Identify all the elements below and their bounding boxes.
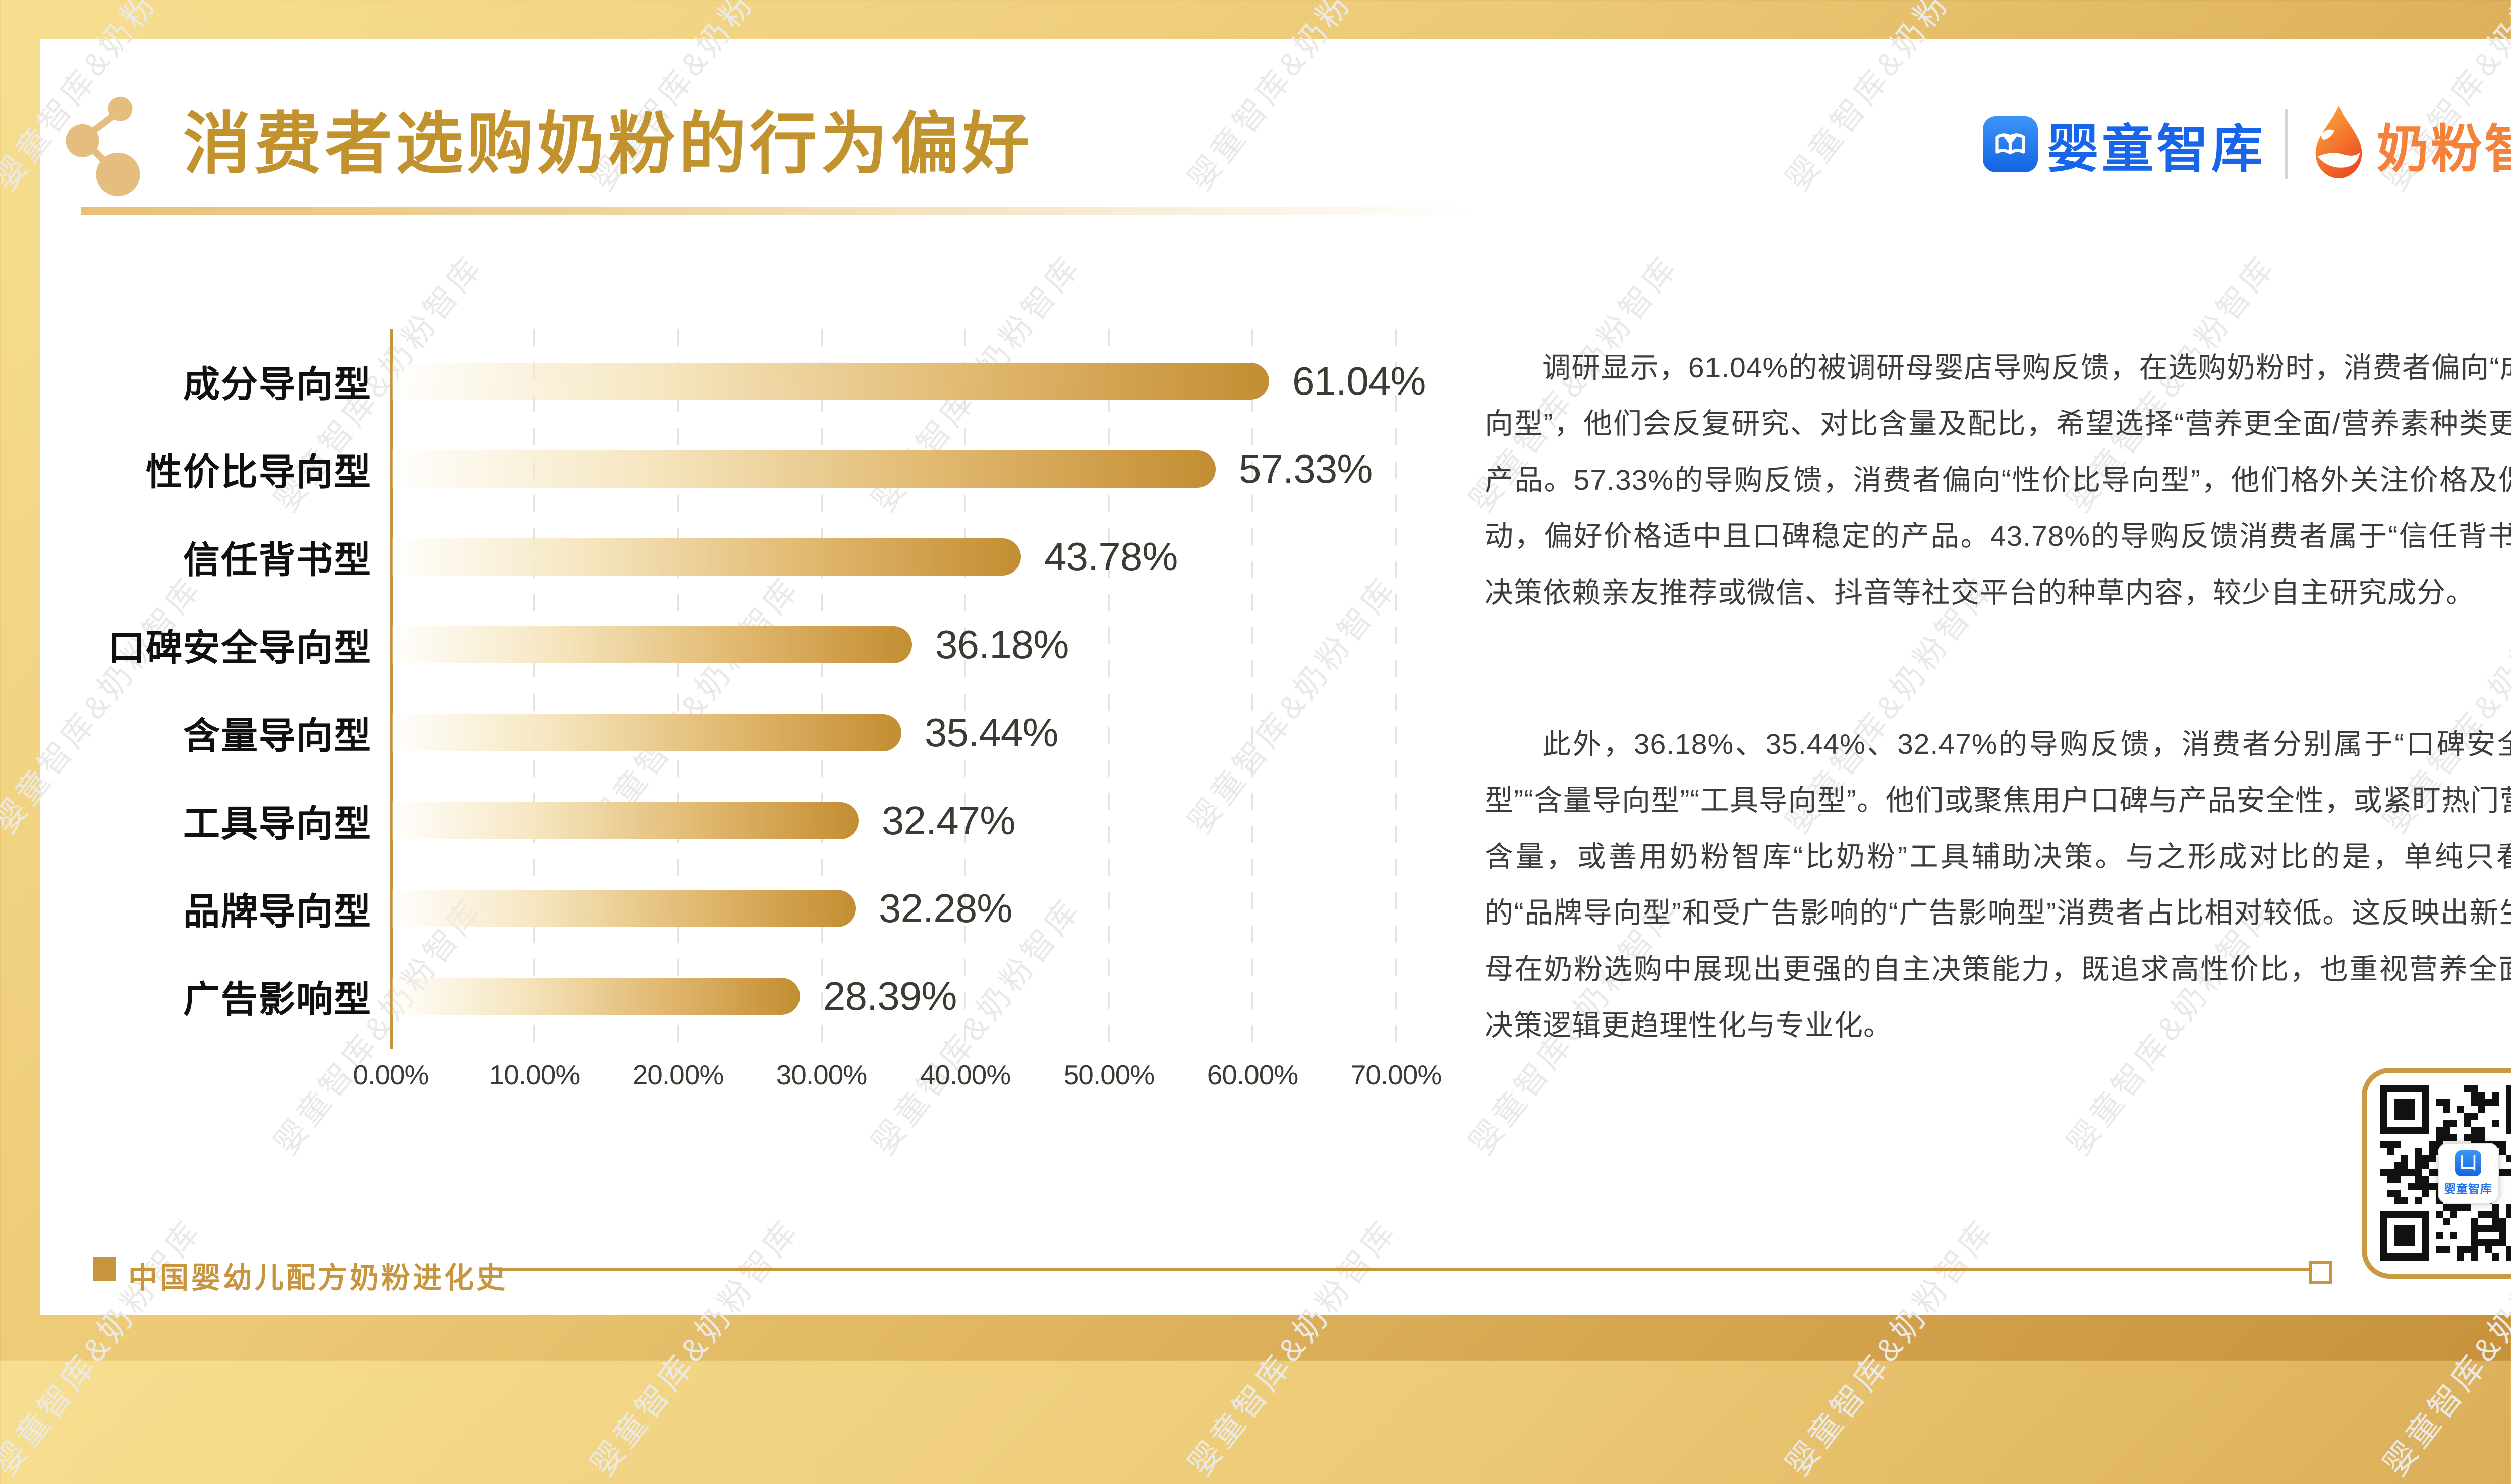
value-label: 43.78%	[1044, 534, 1178, 579]
value-label: 32.47%	[882, 798, 1015, 843]
naifen-zhiku-logo-text: 奶粉智库	[2377, 120, 2511, 178]
x-axis-tick-label: 40.00%	[920, 1059, 1011, 1090]
value-label: 28.39%	[823, 974, 957, 1018]
qr-code: 凵 婴童智库	[2362, 1068, 2511, 1279]
bar-口碑安全导向型	[392, 626, 912, 663]
analysis-text-block: 调研显示，61.04%的被调研母婴店导购反馈，在选购奶粉时，消费者偏向“成分导向…	[1485, 339, 2511, 1054]
value-label: 61.04%	[1292, 359, 1426, 403]
chart-gridline	[821, 329, 823, 1049]
yingtong-zhiku-logo-icon	[1983, 116, 2038, 172]
article-paragraph: 此外，36.18%、35.44%、32.47%的导购反馈，消费者分别属于“口碑安…	[1485, 728, 2511, 1042]
footer-rule-end-square	[2309, 1261, 2332, 1284]
page-title: 消费者选购奶粉的行为偏好	[183, 107, 1034, 182]
category-label: 性价比导向型	[146, 452, 372, 493]
x-axis-tick-label: 60.00%	[1207, 1059, 1299, 1090]
x-axis-tick-label: 30.00%	[776, 1059, 868, 1090]
value-label: 36.18%	[935, 622, 1069, 667]
page-background	[40, 39, 2511, 1315]
x-axis-tick-label: 20.00%	[632, 1059, 724, 1090]
yingtong-zhiku-mini-icon: 凵	[2455, 1150, 2481, 1176]
logo-bar: 婴童智库 奶粉智库	[1983, 106, 2511, 179]
value-label: 35.44%	[925, 710, 1058, 755]
footer-bullet-square	[93, 1257, 116, 1281]
bar-广告影响型	[392, 978, 800, 1015]
category-label: 工具导向型	[183, 804, 372, 844]
footer-series-title: 中国婴幼儿配方奶粉进化史	[128, 1262, 508, 1294]
category-label: 含量导向型	[183, 716, 372, 756]
share-molecule-icon	[66, 96, 140, 196]
logo-divider	[2285, 109, 2288, 179]
bar-性价比导向型	[392, 450, 1216, 488]
x-axis-tick-label: 50.00%	[1063, 1059, 1155, 1090]
bar-工具导向型	[392, 802, 859, 839]
value-label: 57.33%	[1239, 446, 1373, 491]
title-underline	[81, 207, 1538, 215]
bar-成分导向型	[392, 363, 1269, 400]
chart-gridline	[677, 329, 679, 1049]
category-label: 品牌导向型	[183, 891, 372, 932]
chart-y-axis-line	[390, 329, 393, 1049]
qr-caption: 婴童智库	[2444, 1182, 2492, 1195]
chart-gridline	[1108, 329, 1110, 1049]
yingtong-zhiku-logo-text: 婴童智库	[2047, 120, 2266, 178]
footer-rule-line	[497, 1268, 2309, 1271]
bar-品牌导向型	[392, 890, 856, 927]
bar-含量导向型	[392, 714, 901, 751]
category-label: 信任背书型	[183, 540, 372, 581]
chart-gridline	[964, 329, 966, 1049]
category-label: 成分导向型	[183, 364, 372, 405]
chart-gridline	[533, 329, 535, 1049]
x-axis-tick-label: 0.00%	[353, 1059, 429, 1090]
chart-gridline	[1395, 329, 1397, 1049]
x-axis-tick-label: 10.00%	[489, 1059, 581, 1090]
naifen-zhiku-drop-icon	[2315, 106, 2362, 178]
x-axis-tick-label: 70.00%	[1350, 1059, 1442, 1090]
chart-gridline	[1251, 329, 1253, 1049]
category-label: 广告影响型	[183, 979, 372, 1020]
article-paragraph: 调研显示，61.04%的被调研母婴店导购反馈，在选购奶粉时，消费者偏向“成分导向…	[1485, 352, 2511, 609]
value-label: 32.28%	[879, 886, 1012, 931]
qr-center-logo: 凵 婴童智库	[2438, 1143, 2499, 1204]
bar-信任背书型	[392, 538, 1021, 576]
category-label: 口碑安全导向型	[108, 628, 372, 668]
